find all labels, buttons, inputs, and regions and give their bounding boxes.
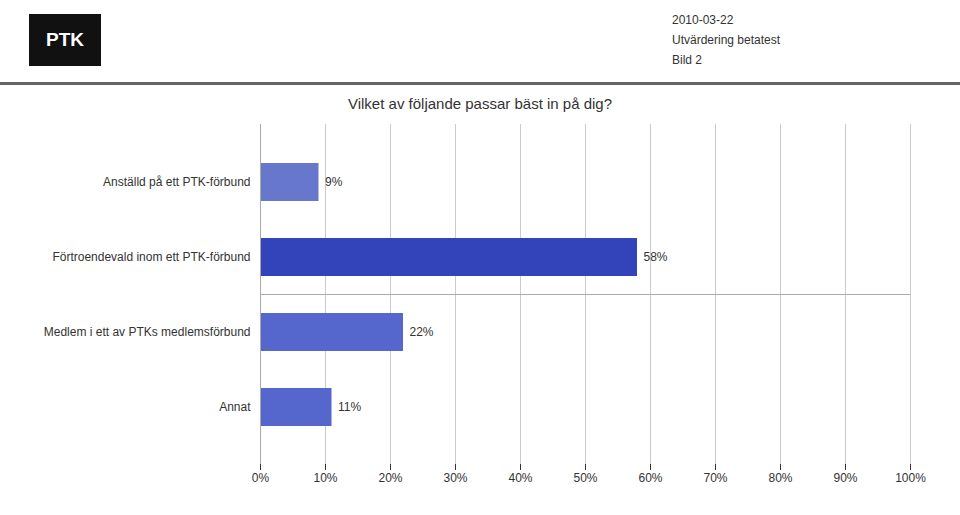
svg-text:58%: 58% <box>644 250 668 264</box>
svg-text:40%: 40% <box>508 471 532 485</box>
svg-text:11%: 11% <box>338 400 361 414</box>
svg-text:9%: 9% <box>325 175 343 189</box>
svg-text:90%: 90% <box>833 471 857 485</box>
html-text:Utvärdering betatest: Utvärdering betatest <box>672 33 781 47</box>
html-text:Vilket av följande passar bäst: Vilket av följande passar bäst in på dig… <box>348 95 612 112</box>
svg-text:80%: 80% <box>768 471 792 485</box>
svg-text:100%: 100% <box>895 471 926 485</box>
html-text:2010-03-22: 2010-03-22 <box>672 13 734 27</box>
svg-text:Anställd på ett PTK-förbund: Anställd på ett PTK-förbund <box>103 175 250 189</box>
svg-text:Annat: Annat <box>219 400 251 414</box>
svg-text:50%: 50% <box>573 471 597 485</box>
svg-text:60%: 60% <box>638 471 662 485</box>
html-text:PTK: PTK <box>46 29 84 50</box>
svg-text:0%: 0% <box>252 471 270 485</box>
svg-text:22%: 22% <box>410 325 434 339</box>
svg-text:70%: 70% <box>703 471 727 485</box>
html-text:Bild 2: Bild 2 <box>672 53 702 67</box>
svg-text:30%: 30% <box>443 471 467 485</box>
svg-text:Medlem i ett av PTKs medlemsfö: Medlem i ett av PTKs medlemsförbund <box>44 325 251 339</box>
svg-text:Förtroendevald inom ett PTK-fö: Förtroendevald inom ett PTK-förbund <box>52 250 250 264</box>
svg-text:10%: 10% <box>313 471 337 485</box>
svg-text:20%: 20% <box>378 471 402 485</box>
